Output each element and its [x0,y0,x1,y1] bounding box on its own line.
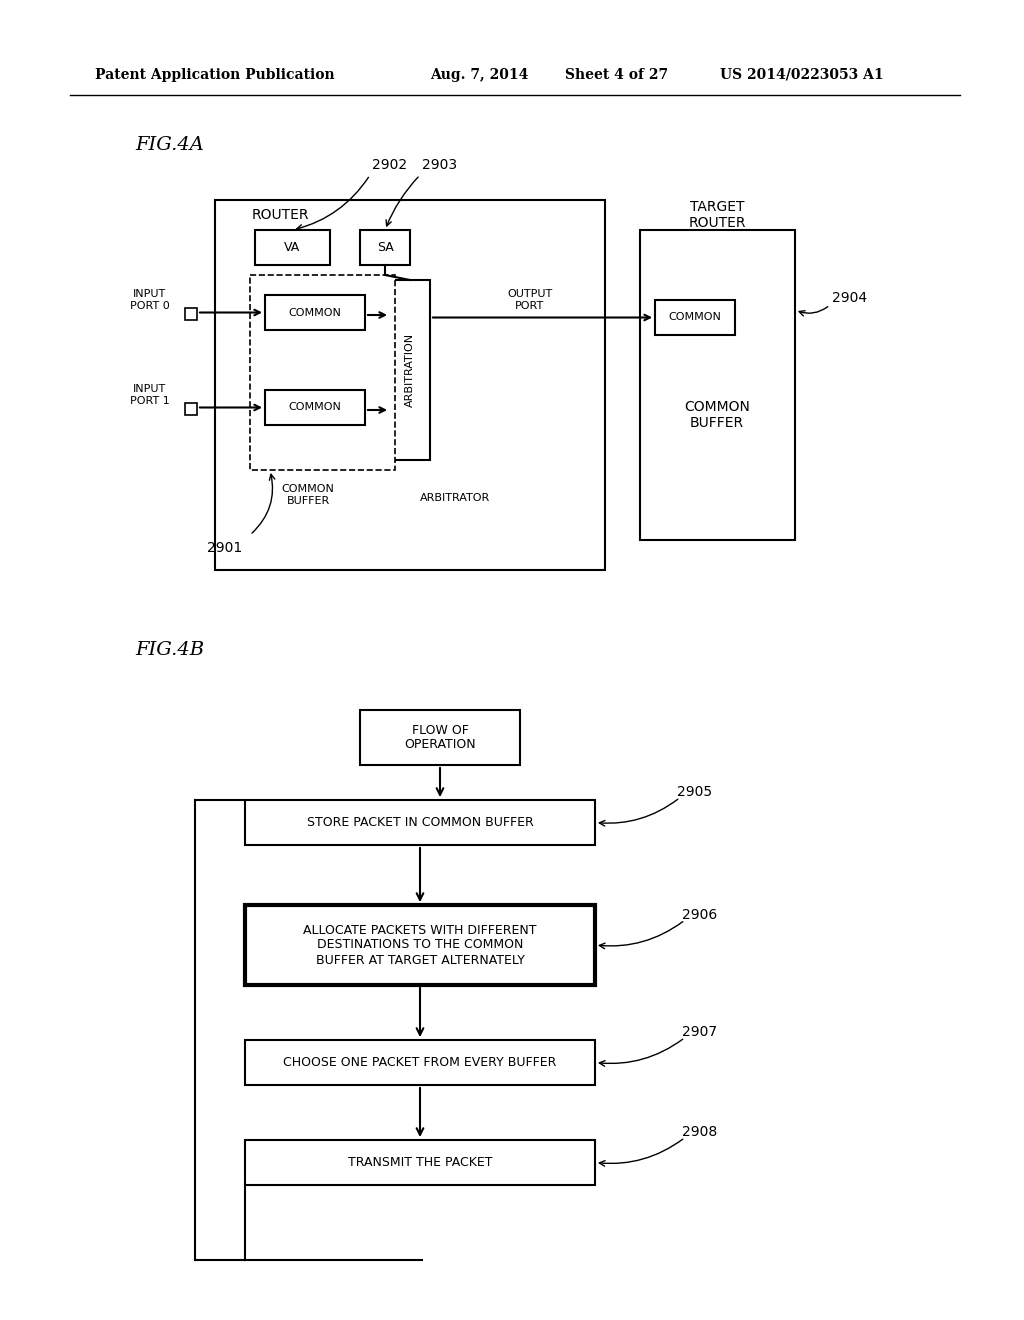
Text: 2901: 2901 [208,541,243,554]
Bar [185,403,197,414]
Text: COMMON: COMMON [289,403,341,412]
Text: TARGET
ROUTER: TARGET ROUTER [688,199,745,230]
Text: ALLOCATE PACKETS WITH DIFFERENT
DESTINATIONS TO THE COMMON
BUFFER AT TARGET ALTE: ALLOCATE PACKETS WITH DIFFERENT DESTINAT… [303,924,537,966]
Text: 2905: 2905 [678,785,713,800]
Bar [265,294,365,330]
Text: 2904: 2904 [833,290,867,305]
Text: Patent Application Publication: Patent Application Publication [95,69,335,82]
Text: COMMON: COMMON [289,308,341,318]
Bar [245,1040,595,1085]
Bar [245,800,595,845]
Text: 2907: 2907 [682,1026,718,1040]
Bar [255,230,330,265]
Text: COMMON
BUFFER: COMMON BUFFER [684,400,750,430]
Text: CHOOSE ONE PACKET FROM EVERY BUFFER: CHOOSE ONE PACKET FROM EVERY BUFFER [284,1056,557,1069]
Text: Sheet 4 of 27: Sheet 4 of 27 [565,69,668,82]
Text: STORE PACKET IN COMMON BUFFER: STORE PACKET IN COMMON BUFFER [306,816,534,829]
Text: COMMON
BUFFER: COMMON BUFFER [282,484,335,506]
Text: 2902: 2902 [373,158,408,172]
Text: US 2014/0223053 A1: US 2014/0223053 A1 [720,69,884,82]
Bar [390,280,430,459]
Bar [250,275,395,470]
Text: ARBITRATION: ARBITRATION [406,333,415,407]
Bar [655,300,735,335]
Text: ARBITRATOR: ARBITRATOR [420,492,490,503]
Text: FIG.4B: FIG.4B [135,642,204,659]
Bar [360,230,410,265]
Text: INPUT
PORT 1: INPUT PORT 1 [130,384,170,405]
Text: TRANSMIT THE PACKET: TRANSMIT THE PACKET [348,1156,493,1170]
Bar [215,201,605,570]
Bar [360,710,520,766]
Text: Aug. 7, 2014: Aug. 7, 2014 [430,69,528,82]
Bar [265,389,365,425]
Text: SA: SA [377,242,393,253]
Text: ROUTER: ROUTER [251,209,309,222]
Text: 2903: 2903 [423,158,458,172]
Text: 2906: 2906 [682,908,718,921]
Text: VA: VA [285,242,301,253]
Bar [640,230,795,540]
Bar [185,308,197,319]
Text: OUTPUT
PORT: OUTPUT PORT [507,289,553,310]
Text: COMMON: COMMON [669,313,722,322]
Text: FLOW OF
OPERATION: FLOW OF OPERATION [404,723,476,751]
Text: INPUT
PORT 0: INPUT PORT 0 [130,289,170,310]
Bar [245,1140,595,1185]
Bar [245,906,595,985]
Text: 2908: 2908 [682,1126,718,1139]
Text: FIG.4A: FIG.4A [135,136,204,154]
